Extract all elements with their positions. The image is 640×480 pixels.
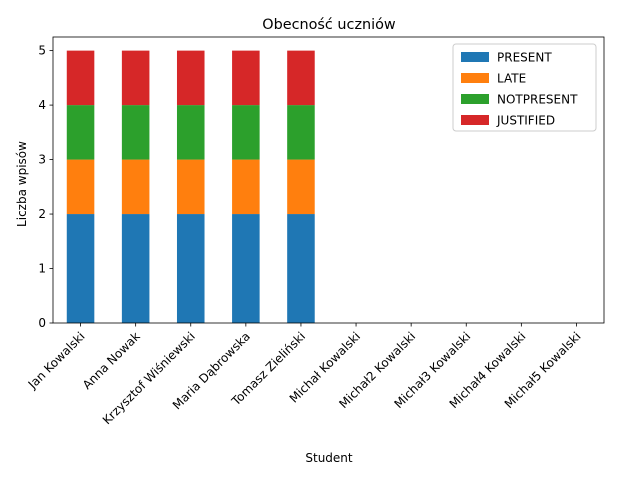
y-tick-label: 2 bbox=[38, 207, 46, 221]
bar-notpresent-1 bbox=[121, 105, 150, 160]
y-tick-label: 4 bbox=[38, 98, 46, 112]
legend-label-notpresent: NOTPRESENT bbox=[497, 93, 578, 107]
bar-notpresent-3 bbox=[232, 105, 260, 160]
y-tick-label: 1 bbox=[38, 262, 46, 276]
legend-swatch-present bbox=[461, 52, 489, 62]
bar-late-4 bbox=[287, 159, 315, 215]
bar-present-2 bbox=[176, 214, 205, 323]
bar-justified-3 bbox=[232, 50, 260, 106]
legend-label-present: PRESENT bbox=[497, 51, 552, 65]
bar-justified-1 bbox=[121, 50, 150, 106]
bar-present-4 bbox=[287, 214, 315, 323]
legend-box bbox=[452, 43, 597, 132]
legend-label-justified: JUSTIFIED bbox=[496, 114, 555, 128]
x-axis-label: Student bbox=[305, 451, 353, 465]
bar-late-3 bbox=[232, 159, 260, 215]
y-tick-label: 5 bbox=[38, 44, 46, 58]
y-axis-label: Liczba wpisów bbox=[15, 141, 29, 227]
y-tick-label: 0 bbox=[38, 316, 46, 330]
legend-swatch-notpresent bbox=[461, 94, 489, 104]
bar-justified-2 bbox=[176, 50, 205, 106]
bar-notpresent-0 bbox=[66, 105, 95, 160]
bar-present-1 bbox=[121, 214, 150, 323]
bar-present-0 bbox=[66, 214, 95, 323]
legend-label-late: LATE bbox=[497, 72, 526, 86]
legend: PRESENT LATE NOTPRESENT JUSTIFIED bbox=[452, 43, 597, 132]
legend-swatch-late bbox=[461, 73, 489, 83]
bar-late-0 bbox=[66, 159, 95, 215]
legend-swatch-justified bbox=[461, 115, 489, 125]
bar-notpresent-2 bbox=[176, 105, 205, 160]
bar-late-1 bbox=[121, 159, 150, 215]
bar-present-3 bbox=[232, 214, 260, 323]
y-tick-label: 3 bbox=[38, 153, 46, 167]
bar-notpresent-4 bbox=[287, 105, 315, 160]
chart-title: Obecność uczniów bbox=[262, 17, 396, 33]
axes-frame bbox=[52, 36, 605, 324]
bar-justified-0 bbox=[66, 50, 95, 106]
bar-late-2 bbox=[176, 159, 205, 215]
bar-justified-4 bbox=[287, 50, 315, 106]
